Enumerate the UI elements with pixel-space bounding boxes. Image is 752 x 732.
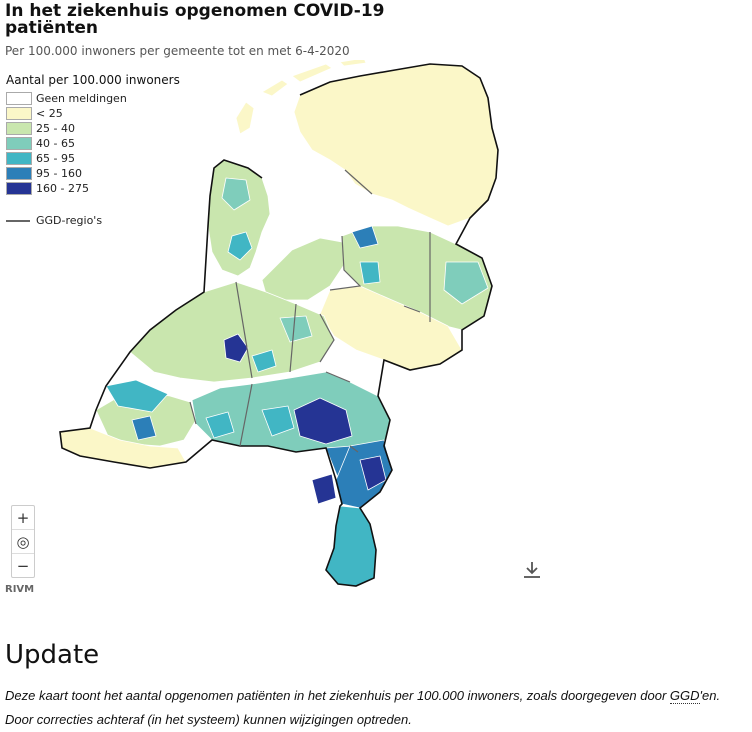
patch-ov-teal[interactable] bbox=[359, 261, 381, 285]
map-title: In het ziekenhuis opgenomen COVID-19 pat… bbox=[5, 1, 385, 38]
legend-swatch bbox=[6, 92, 32, 105]
ggd-abbreviation[interactable]: GGD bbox=[669, 688, 700, 704]
legend-swatch bbox=[6, 152, 32, 165]
update-text-before: Deze kaart toont het aantal opgenomen pa… bbox=[5, 688, 670, 703]
legend-label: 25 - 40 bbox=[36, 122, 75, 135]
legend-item-lt25: < 25 bbox=[6, 106, 180, 121]
patch-nb-teal2[interactable] bbox=[205, 411, 235, 439]
patch-zl-blue2[interactable] bbox=[131, 415, 157, 441]
legend-label: 95 - 160 bbox=[36, 167, 82, 180]
source-label: RIVM bbox=[5, 584, 35, 595]
patch-zh-teal[interactable] bbox=[279, 315, 313, 343]
country-outline bbox=[59, 63, 499, 587]
update-heading: Update bbox=[5, 640, 100, 670]
legend-item-95-160: 95 - 160 bbox=[6, 166, 180, 181]
legend-title: Aantal per 100.000 inwoners bbox=[6, 73, 180, 87]
patch-nb-darkblue[interactable] bbox=[293, 397, 353, 445]
legend-label: 160 - 275 bbox=[36, 182, 89, 195]
update-text: Deze kaart toont het aantal opgenomen pa… bbox=[5, 684, 750, 732]
patch-nh-teal[interactable] bbox=[221, 177, 251, 211]
map-subtitle: Per 100.000 inwoners per gemeente tot en… bbox=[5, 44, 350, 58]
island-ameland[interactable] bbox=[339, 60, 367, 67]
legend-label: < 25 bbox=[36, 107, 63, 120]
legend: Aantal per 100.000 inwoners Geen melding… bbox=[6, 73, 180, 227]
patch-zh-blue[interactable] bbox=[251, 349, 277, 373]
region-north[interactable] bbox=[293, 63, 499, 227]
region-noord-brabant[interactable] bbox=[191, 371, 391, 453]
legend-label: 65 - 95 bbox=[36, 152, 75, 165]
legend-item-25-40: 25 - 40 bbox=[6, 121, 180, 136]
ggd-boundaries bbox=[189, 169, 431, 453]
patch-zh-darkblue[interactable] bbox=[223, 333, 249, 363]
legend-label: 40 - 65 bbox=[36, 137, 75, 150]
legend-swatch bbox=[6, 137, 32, 150]
legend-item-40-65: 40 - 65 bbox=[6, 136, 180, 151]
legend-item-none: Geen meldingen bbox=[6, 91, 180, 106]
patch-nb-teal[interactable] bbox=[261, 405, 295, 437]
netherlands-choropleth-map[interactable] bbox=[0, 60, 752, 600]
update-text-after: 'en. Door correcties achteraf (in het sy… bbox=[5, 688, 721, 727]
download-icon[interactable] bbox=[520, 558, 544, 582]
zoom-in-button[interactable]: + bbox=[12, 506, 34, 530]
patch-ov-blue[interactable] bbox=[351, 225, 379, 249]
legend-label: Geen meldingen bbox=[36, 92, 127, 105]
patch-li-darkblue2[interactable] bbox=[311, 473, 337, 505]
legend-swatch bbox=[6, 122, 32, 135]
zoom-out-button[interactable]: − bbox=[16, 556, 30, 575]
zoom-controls: + ◎ − bbox=[11, 505, 35, 578]
island-texel[interactable] bbox=[235, 101, 255, 135]
island-terschelling[interactable] bbox=[291, 63, 333, 83]
island-vlieland[interactable] bbox=[261, 79, 289, 97]
patch-zl-blue[interactable] bbox=[105, 379, 169, 413]
boundary-line-icon bbox=[6, 219, 30, 222]
legend-item-65-95: 65 - 95 bbox=[6, 151, 180, 166]
legend-item-160-275: 160 - 275 bbox=[6, 181, 180, 196]
legend-swatch bbox=[6, 107, 32, 120]
legend-swatch bbox=[6, 167, 32, 180]
patch-ov-teal2[interactable] bbox=[443, 261, 489, 305]
legend-swatch bbox=[6, 182, 32, 195]
patch-nh-blue[interactable] bbox=[227, 231, 253, 261]
reset-view-button[interactable]: ◎ bbox=[12, 530, 34, 554]
legend-label: GGD-regio's bbox=[36, 214, 103, 227]
legend-item-ggd: GGD-regio's bbox=[6, 214, 180, 227]
